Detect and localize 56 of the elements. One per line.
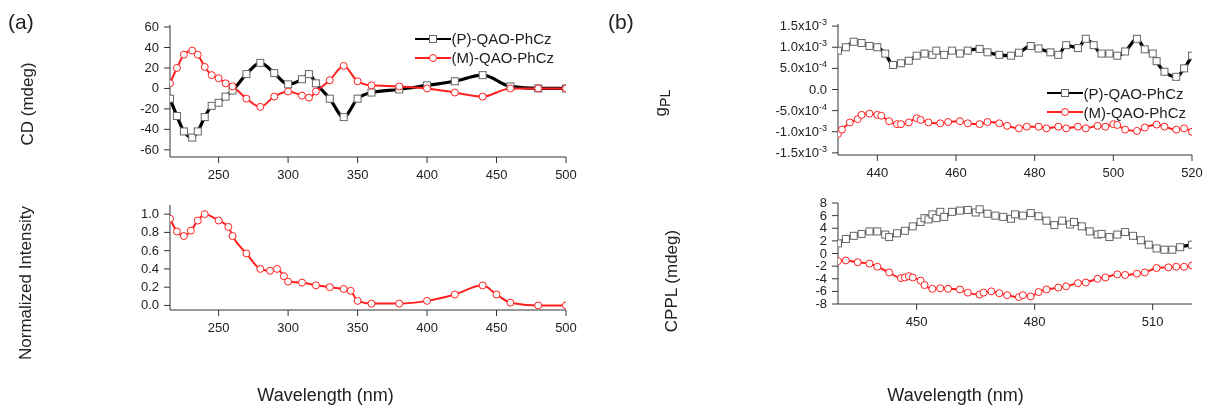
x-tick-label: 250 xyxy=(207,320,230,335)
y-tick-label: 8 xyxy=(819,195,827,210)
x-tick-label: 400 xyxy=(416,167,438,182)
y-tick-label: 0.6 xyxy=(140,242,159,258)
y-tick-label: 0.8 xyxy=(140,224,159,240)
x-axis-title: Wavelength (nm) xyxy=(887,384,1024,406)
x-tick-label: 250 xyxy=(207,167,230,182)
y-tick-label: 20 xyxy=(144,59,159,75)
y-tick-label: 1.5x10$^{-3}$ xyxy=(779,17,827,34)
y-tick-label: -1.0x10$^{-3}$ xyxy=(775,122,827,139)
x-tick-label: 300 xyxy=(277,167,299,182)
legend-label: (M)-QAO-PhCz xyxy=(451,48,554,67)
x-tick-label: 450 xyxy=(485,320,508,335)
x-tick-label: 480 xyxy=(1023,165,1046,180)
y-axis-title: CPPL (mdeg) xyxy=(662,229,682,332)
y-axis-title: Normalized Intensity xyxy=(16,205,36,361)
x-tick-label: 500 xyxy=(555,167,577,182)
y-tick-label: -8 xyxy=(815,296,827,311)
y-tick-label: 0.0 xyxy=(808,81,827,97)
x-tick-label: 350 xyxy=(346,320,369,335)
x-tick-label: 350 xyxy=(346,167,369,182)
y-tick-label: 0.0 xyxy=(140,297,159,313)
y-tick-label: 1.0x10$^{-3}$ xyxy=(779,38,827,55)
y-tick-label: -20 xyxy=(140,100,159,116)
y-tick-label: 1.0 xyxy=(140,206,159,222)
y-tick-label: 0 xyxy=(819,245,827,261)
y-tick-label: -60 xyxy=(140,141,159,157)
y-tick-label: 5.0x10$^{-4}$ xyxy=(779,59,827,76)
x-tick-label: 500 xyxy=(1102,165,1125,180)
y-tick-label: 60 xyxy=(144,19,159,35)
x-tick-label: 520 xyxy=(1181,165,1203,180)
x-tick-label: 510 xyxy=(1141,314,1164,329)
x-tick-label: 440 xyxy=(866,165,889,180)
y-tick-label: 40 xyxy=(144,39,159,55)
x-tick-label: 450 xyxy=(905,314,928,329)
x-tick-label: 450 xyxy=(485,167,508,182)
x-tick-label: 300 xyxy=(277,320,299,335)
x-tick-label: 400 xyxy=(416,320,438,335)
legend-label: (P)-QAO-PhCz xyxy=(1083,83,1184,103)
y-tick-label: 6 xyxy=(819,207,827,223)
text: (a) xyxy=(8,10,34,34)
y-tick-label: -40 xyxy=(140,121,159,137)
x-axis-title: Wavelength (nm) xyxy=(257,384,394,406)
legend-label: (P)-QAO-PhCz xyxy=(451,29,552,48)
text: (b) xyxy=(608,10,634,34)
x-tick-label: 480 xyxy=(1023,314,1046,329)
y-tick-label: 0.2 xyxy=(140,279,159,295)
x-tick-label: 460 xyxy=(945,165,967,180)
y-tick-label: -1.5x10$^{-3}$ xyxy=(775,143,827,160)
y-tick-label: 0 xyxy=(151,80,159,96)
y-tick-label: 0.4 xyxy=(140,260,159,276)
y-axis-title: CD (mdeg) xyxy=(18,61,38,146)
x-tick-label: 500 xyxy=(555,320,577,335)
legend-label: (M)-QAO-PhCz xyxy=(1083,102,1186,122)
y-tick-label: -6 xyxy=(815,283,827,299)
y-tick-label: -5.0x10$^{-4}$ xyxy=(775,101,827,118)
